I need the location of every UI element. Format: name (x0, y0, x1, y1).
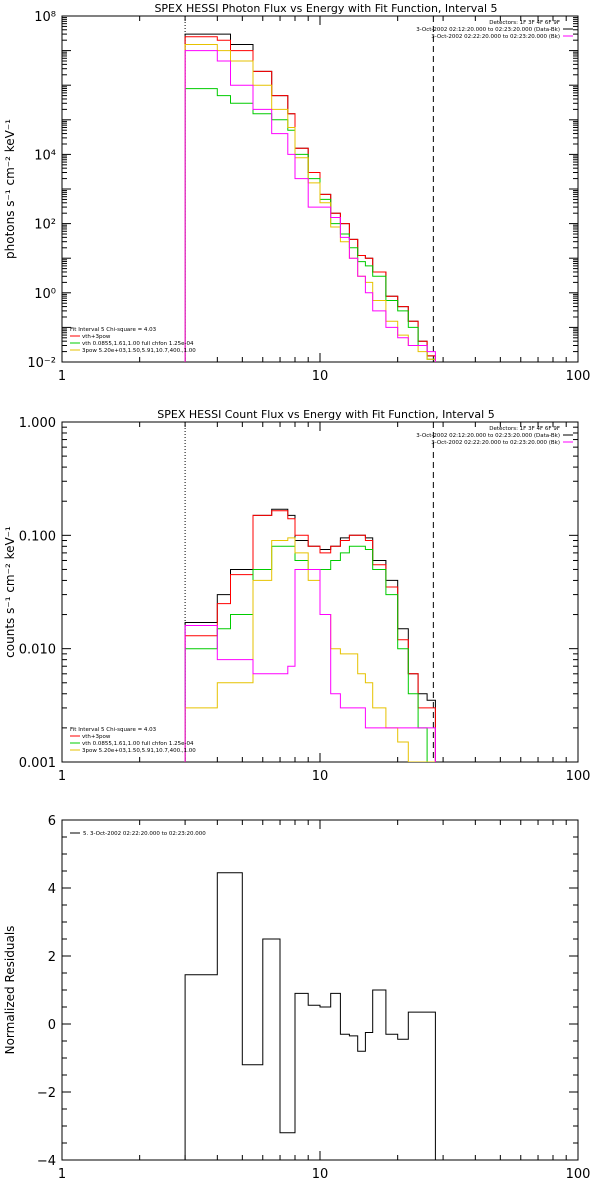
y-tick-label: 1.000 (19, 416, 56, 431)
legend-top-text: 3-Oct-2002 02:12:20.000 to 02:23:20.000 … (416, 27, 560, 33)
chart-panel-2: SPEX HESSI Count Flux vs Energy with Fit… (3, 408, 590, 784)
chart-panel-3: Normalized Residuals 1 10 100 −4 −2 0 2 4 6 5. 3-O… (3, 814, 590, 1182)
y-tick-label: 10⁻² (27, 356, 56, 371)
series-2-line (184, 36, 436, 362)
legend-top-text: 3-Oct-2002 02:12:20.000 to 02:23:20.000 … (416, 433, 560, 439)
legend-bottom-text: 3pow 5.20e+03,1.50,5.91,10.7,400.,1.00 (82, 748, 196, 754)
y-tick-label: 0.001 (19, 756, 56, 771)
series-1-line (184, 33, 436, 362)
x-tick-label: 100 (566, 1167, 591, 1182)
x-tick-label: 10 (312, 369, 329, 384)
y-axis-label: photons s⁻¹ cm⁻² keV⁻¹ (3, 119, 17, 259)
y-tick-label: 0 (48, 1018, 56, 1033)
legend-bottom-text: 3pow 5.20e+03,1.50,5.91,10.7,400.,1.00 (82, 348, 196, 354)
y-tick-label: 10⁸ (34, 10, 56, 25)
y-tick-label: 0.010 (19, 643, 56, 658)
x-tick-label: 1 (58, 1167, 66, 1182)
legend-bottom-text: Fit Interval 5 Chi-square = 4.03 (70, 727, 157, 733)
legend-bottom-text: vth+3pow (82, 334, 111, 340)
x-tick-label: 10 (312, 1167, 329, 1182)
y-tick-label: 6 (48, 814, 56, 829)
series-5-line (184, 569, 436, 762)
plot-frame (61, 819, 579, 1161)
y-tick-label: 2 (48, 950, 56, 965)
chart-title: SPEX HESSI Count Flux vs Energy with Fit… (157, 408, 494, 421)
legend-top-text: Detectors: 1F 3F 4F 6F 9F (489, 426, 560, 432)
x-tick-label: 1 (58, 769, 66, 784)
x-tick-label: 100 (566, 769, 591, 784)
series-1-line (184, 872, 436, 1160)
y-tick-label: 10⁰ (34, 287, 56, 302)
y-axis-label: counts s⁻¹ cm⁻² keV⁻¹ (3, 526, 17, 658)
y-tick-label: 4 (48, 882, 56, 897)
series-3-line (184, 545, 436, 762)
legend-top-text: Detectors: 1F 3F 4F 6F 9F (489, 20, 560, 26)
legend-top-text: 3-Oct-2002 02:22:20.000 to 02:23:20.000 … (431, 440, 560, 446)
y-tick-label: 10⁴ (34, 148, 56, 163)
y-tick-label: 0.100 (19, 529, 56, 544)
legend-top-text: 5. 3-Oct-2002 02:22:20.000 to 02:23:20.0… (83, 831, 206, 837)
series-5-line (184, 50, 436, 362)
legend-bottom-text: vth 0.0855,1.61,1.00 full chfon 1.25e-04 (82, 741, 194, 747)
x-tick-label: 10 (312, 769, 329, 784)
series-4-line (184, 44, 436, 362)
chart-title: SPEX HESSI Photon Flux vs Energy with Fi… (154, 2, 497, 15)
y-tick-label: −4 (37, 1154, 56, 1169)
legend-bottom-text: vth+3pow (82, 734, 111, 740)
legend-top-text: 3-Oct-2002 02:22:20.000 to 02:23:20.000 … (431, 34, 560, 40)
y-tick-label: 10² (34, 218, 56, 233)
legend-bottom-text: Fit Interval 5 Chi-square = 4.03 (70, 327, 157, 333)
legend-bottom-text: vth 0.0855,1.61,1.00 full chfon 1.25e-04 (82, 341, 194, 347)
x-tick-label: 100 (566, 369, 591, 384)
chart-panel-1: SPEX HESSI Photon Flux vs Energy with Fi… (3, 2, 590, 384)
y-tick-label: −2 (37, 1086, 56, 1101)
x-tick-label: 1 (58, 369, 66, 384)
y-axis-label: Normalized Residuals (3, 926, 17, 1055)
